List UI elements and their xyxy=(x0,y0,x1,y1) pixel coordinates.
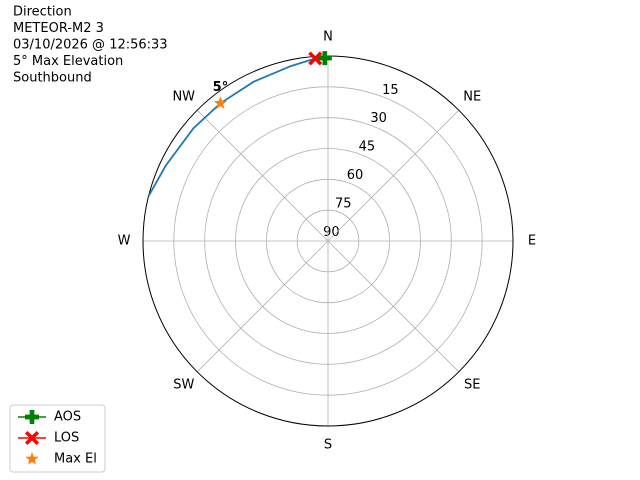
data-label: 5° xyxy=(213,80,229,95)
theta-tick-label: SE xyxy=(464,378,480,393)
title-line: 5° Max Elevation xyxy=(13,54,123,69)
legend-label: AOS xyxy=(54,410,81,425)
r-tick-label: 60 xyxy=(347,168,364,183)
title-line: Direction xyxy=(13,5,72,20)
r-tick-label: 45 xyxy=(359,140,376,155)
r-tick-label: 90 xyxy=(323,225,340,240)
theta-tick-label: NE xyxy=(463,89,481,104)
theta-tick-label: E xyxy=(528,234,536,249)
theta-tick-label: S xyxy=(324,438,332,453)
legend-label: Max El xyxy=(54,452,97,467)
r-tick-label: 15 xyxy=(382,83,399,98)
marker-plus xyxy=(317,51,332,66)
grid-spoke xyxy=(196,109,329,242)
r-tick-label: 30 xyxy=(370,111,387,126)
grid-spoke xyxy=(327,109,460,242)
theta-tick-label: N xyxy=(323,30,333,45)
title-line: METEOR-M2 3 xyxy=(13,21,104,36)
r-tick-label: 75 xyxy=(335,197,352,212)
legend-marker xyxy=(25,452,39,465)
theta-tick-label: NW xyxy=(172,89,195,104)
marker-star xyxy=(213,96,228,109)
title-line: Southbound xyxy=(13,71,92,86)
theta-tick-label: W xyxy=(118,234,131,249)
theta-tick-label: SW xyxy=(173,378,194,393)
grid-spoke xyxy=(196,240,329,373)
marker-x xyxy=(308,51,323,66)
legend-label: LOS xyxy=(54,431,79,446)
legend-marker xyxy=(25,431,39,445)
title-line: 03/10/2026 @ 12:56:33 xyxy=(13,38,168,53)
track-line xyxy=(147,57,325,197)
grid-spoke xyxy=(327,240,460,373)
legend-marker xyxy=(25,410,39,424)
